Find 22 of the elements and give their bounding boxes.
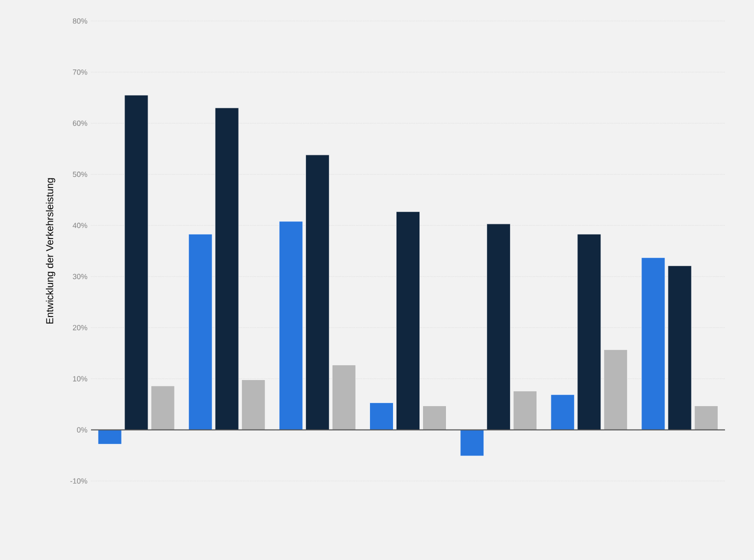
bar <box>124 94 148 430</box>
bar <box>513 390 538 430</box>
bar <box>370 402 394 430</box>
bar <box>278 221 303 430</box>
bar <box>550 394 575 430</box>
bar <box>422 406 446 430</box>
bar <box>668 266 692 430</box>
bar <box>305 154 330 430</box>
bar <box>486 224 511 430</box>
bar <box>641 257 666 430</box>
y-axis-title: Entwicklung der Verkehrsleistung <box>46 178 56 324</box>
bar <box>98 430 122 444</box>
bar <box>577 234 602 430</box>
bar <box>188 234 212 430</box>
bar <box>241 380 266 430</box>
bar <box>214 108 239 430</box>
bar <box>604 349 628 430</box>
bar <box>150 386 175 430</box>
bar <box>396 211 420 430</box>
bar <box>332 364 356 430</box>
bar <box>460 430 484 456</box>
bar <box>694 406 718 430</box>
